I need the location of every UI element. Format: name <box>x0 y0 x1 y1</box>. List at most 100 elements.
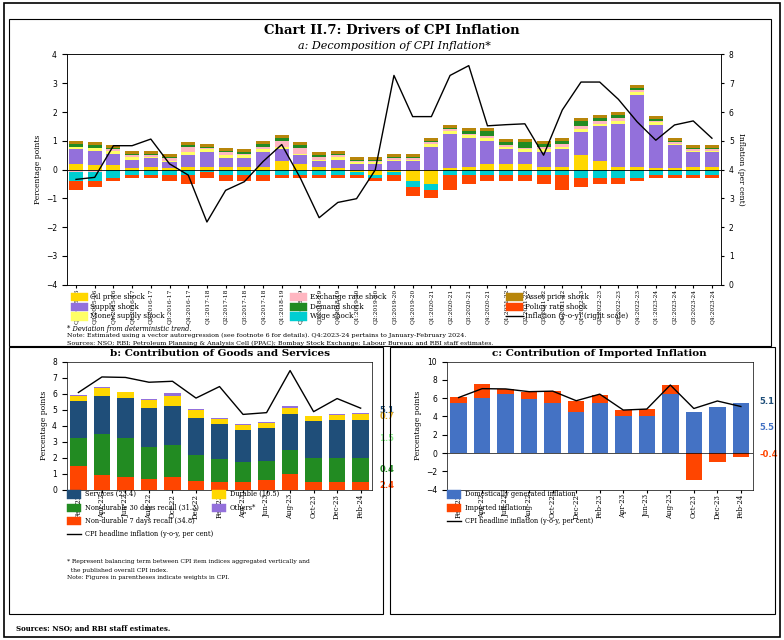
Bar <box>499 147 514 149</box>
Bar <box>274 141 289 147</box>
Bar <box>368 159 383 161</box>
Bar <box>293 148 307 154</box>
Text: -0.4: -0.4 <box>760 451 779 460</box>
Bar <box>88 145 102 148</box>
Bar <box>312 175 326 178</box>
Text: Others*: Others* <box>230 504 256 511</box>
Bar <box>462 128 476 131</box>
Bar <box>69 141 83 143</box>
Bar <box>274 147 289 149</box>
Bar <box>612 170 626 178</box>
Text: CPI headline inflation (y-o-y, per cent): CPI headline inflation (y-o-y, per cent) <box>85 531 213 538</box>
Bar <box>331 170 345 175</box>
Bar <box>555 149 569 166</box>
Bar <box>235 429 252 462</box>
Bar <box>662 385 678 394</box>
Bar <box>667 145 681 168</box>
Bar <box>462 135 476 138</box>
Bar <box>732 403 749 453</box>
Bar <box>443 168 457 170</box>
Text: Oil price shock: Oil price shock <box>90 293 145 301</box>
Bar <box>69 147 83 149</box>
Bar <box>612 166 626 170</box>
Bar <box>259 461 275 480</box>
Bar <box>88 142 102 145</box>
Bar <box>125 168 139 170</box>
Bar <box>219 166 233 170</box>
Bar <box>387 154 401 157</box>
Bar <box>312 161 326 166</box>
Bar <box>331 168 345 170</box>
Bar <box>450 397 466 403</box>
Bar <box>387 159 401 161</box>
Bar <box>443 129 457 131</box>
Bar <box>256 170 270 175</box>
Bar <box>69 172 83 181</box>
Bar <box>331 154 345 155</box>
Text: CPI headline inflation (y-o-y, per cent): CPI headline inflation (y-o-y, per cent) <box>465 517 593 525</box>
Bar <box>181 170 195 175</box>
Bar <box>238 152 252 154</box>
Text: Chart II.7: Drivers of CPI Inflation: Chart II.7: Drivers of CPI Inflation <box>264 24 520 37</box>
Bar <box>612 115 626 118</box>
Bar <box>235 482 252 490</box>
Bar <box>686 166 700 170</box>
Bar <box>499 164 514 170</box>
Bar <box>591 403 608 453</box>
Bar <box>235 425 252 429</box>
Bar <box>474 385 490 398</box>
Bar <box>238 154 252 155</box>
Bar <box>630 166 644 170</box>
Bar <box>259 428 275 461</box>
Bar <box>329 420 346 458</box>
Bar <box>667 138 681 141</box>
Bar <box>536 166 550 170</box>
Title: c: Contribution of Imported Inflation: c: Contribution of Imported Inflation <box>492 349 707 358</box>
Bar <box>593 170 607 178</box>
Bar <box>497 394 514 453</box>
Bar <box>200 152 214 166</box>
Bar <box>593 115 607 118</box>
Bar <box>638 409 655 417</box>
Bar <box>350 175 364 178</box>
Bar <box>638 417 655 453</box>
Bar <box>143 157 158 158</box>
Text: Money supply shock: Money supply shock <box>90 312 165 320</box>
Bar <box>424 143 438 147</box>
Bar <box>143 155 158 157</box>
Bar <box>499 145 514 147</box>
Bar <box>141 479 157 490</box>
Bar <box>481 138 495 141</box>
Bar <box>518 140 532 142</box>
Bar <box>368 164 383 170</box>
Bar <box>69 181 83 189</box>
Bar <box>405 159 419 161</box>
Bar <box>200 149 214 152</box>
Bar <box>405 170 419 181</box>
Bar <box>293 170 307 175</box>
Bar <box>256 149 270 152</box>
Bar <box>274 170 289 175</box>
Bar <box>424 142 438 143</box>
Bar <box>219 175 233 181</box>
Bar <box>200 166 214 170</box>
Bar <box>235 462 252 482</box>
Y-axis label: Percentage points: Percentage points <box>414 391 422 460</box>
Bar <box>71 395 86 396</box>
Bar <box>555 138 569 141</box>
Bar <box>450 403 466 453</box>
Text: 0.7: 0.7 <box>379 412 394 421</box>
Bar <box>662 394 678 453</box>
Text: Exchange rate shock: Exchange rate shock <box>310 293 386 301</box>
Bar <box>481 170 495 175</box>
Bar <box>424 147 438 170</box>
Bar <box>259 423 275 428</box>
Bar <box>353 420 369 458</box>
Bar <box>705 145 719 148</box>
Bar <box>188 419 204 455</box>
Bar <box>181 175 195 184</box>
Text: Non-durable 30 days recall (31.3): Non-durable 30 days recall (31.3) <box>85 504 198 511</box>
Bar <box>293 164 307 170</box>
Bar <box>88 181 102 187</box>
Bar <box>125 151 139 154</box>
